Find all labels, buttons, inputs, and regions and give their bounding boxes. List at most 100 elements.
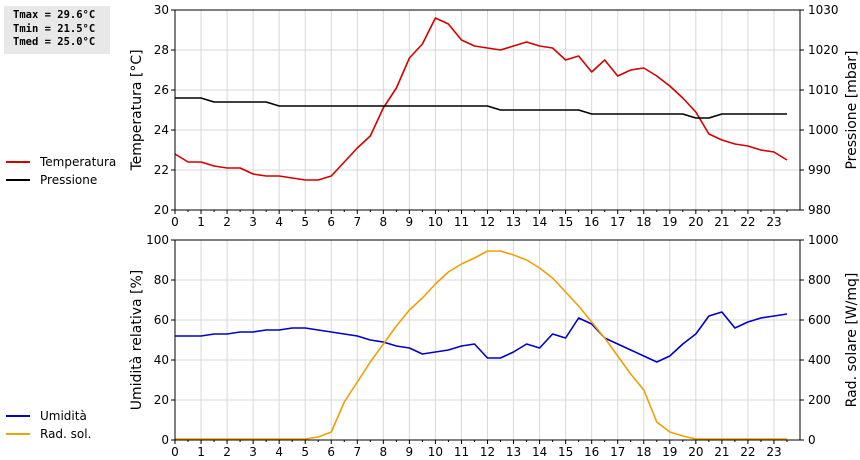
stat-tmax: Tmax = 29.6°C <box>13 9 96 21</box>
y-left-tick-label: 20 <box>154 393 169 407</box>
plot-frame <box>174 9 801 211</box>
y-left-axis-label: Umidità relativa [%] <box>129 270 145 411</box>
x-tick-label: 10 <box>428 215 443 229</box>
legend-label-umidita: Umidità <box>40 409 87 423</box>
x-tick-label: 13 <box>506 445 521 459</box>
legend-swatch-temperatura <box>6 161 30 163</box>
x-tick-label: 7 <box>353 215 361 229</box>
series-line-rad-sol- <box>175 250 787 440</box>
legend-label-temperatura: Temperatura <box>40 155 117 169</box>
y-left-tick-label: 24 <box>154 123 169 137</box>
y-left-tick-label: 0 <box>161 433 169 447</box>
legend-bottom: Umidità Rad. sol. <box>6 407 91 443</box>
legend-item-radsol: Rad. sol. <box>6 425 91 443</box>
x-tick-label: 14 <box>532 445 547 459</box>
x-tick-label: 17 <box>610 445 625 459</box>
x-tick-label: 3 <box>249 445 257 459</box>
x-tick-label: 13 <box>506 215 521 229</box>
x-tick-label: 23 <box>766 215 781 229</box>
y-left-tick-label: 26 <box>154 83 169 97</box>
stat-tmin: Tmin = 21.5°C <box>13 22 96 35</box>
x-tick-label: 9 <box>406 445 414 459</box>
series-line-umidit- <box>175 311 788 363</box>
y-right-axis-label: Pressione [mbar] <box>844 50 860 169</box>
x-tick-label: 18 <box>636 445 651 459</box>
legend-item-temperatura: Temperatura <box>6 153 116 171</box>
x-tick-label: 4 <box>275 215 283 229</box>
x-tick-label: 11 <box>454 445 469 459</box>
x-tick-label: 8 <box>380 445 388 459</box>
x-tick-label: 20 <box>688 215 703 229</box>
y-right-tick-label: 1030 <box>808 3 839 17</box>
series-line-pressione <box>175 97 787 119</box>
y-left-tick-label: 100 <box>146 233 169 247</box>
y-right-tick-label: 400 <box>808 353 831 367</box>
y-left-axis-label: Temperatura [°C] <box>129 49 145 171</box>
chart-panel-0: 0 1 2 3 4 5 6 7 8 9 10 11 12 13 14 15 16 17 18 19 20 21 22 2320… <box>129 3 860 229</box>
x-tick-label: 22 <box>740 215 755 229</box>
legend-item-umidita: Umidità <box>6 407 91 425</box>
legend-swatch-umidita <box>6 415 30 417</box>
x-tick-label: 7 <box>353 445 361 459</box>
x-tick-label: 23 <box>766 445 781 459</box>
y-left-tick-label: 30 <box>154 3 169 17</box>
legend-swatch-radsol <box>6 433 30 435</box>
y-left-tick-label: 28 <box>154 43 169 57</box>
x-tick-label: 10 <box>428 445 443 459</box>
x-tick-label: 15 <box>558 445 573 459</box>
y-right-tick-label: 1000 <box>808 233 839 247</box>
stat-tmed: Tmed = 25.0°C <box>13 36 96 48</box>
x-tick-label: 5 <box>301 445 309 459</box>
legend-swatch-pressione <box>6 179 30 181</box>
x-tick-label: 0 <box>171 445 179 459</box>
legend-top: Temperatura Pressione <box>6 153 116 189</box>
y-right-tick-label: 1000 <box>808 123 839 137</box>
y-right-tick-label: 0 <box>808 433 816 447</box>
x-tick-label: 1 <box>197 215 205 229</box>
x-tick-label: 12 <box>480 445 495 459</box>
plot-frame <box>174 239 801 441</box>
y-left-tick-label: 22 <box>154 163 169 177</box>
chart-panel-1: 0 1 2 3 4 5 6 7 8 9 10 11 12 13 14 15 16 17 18 19 20 21 22 2302… <box>129 233 860 459</box>
x-tick-label: 18 <box>636 215 651 229</box>
y-left-tick-label: 60 <box>154 313 169 327</box>
x-tick-label: 0 <box>171 215 179 229</box>
y-right-tick-label: 200 <box>808 393 831 407</box>
x-tick-label: 12 <box>480 215 495 229</box>
y-right-tick-label: 1010 <box>808 83 839 97</box>
x-tick-label: 22 <box>740 445 755 459</box>
legend-label-radsol: Rad. sol. <box>40 427 92 441</box>
y-left-tick-label: 80 <box>154 273 169 287</box>
x-tick-label: 16 <box>584 215 599 229</box>
x-tick-label: 1 <box>197 445 205 459</box>
x-tick-label: 2 <box>223 445 231 459</box>
x-tick-label: 8 <box>380 215 388 229</box>
y-right-tick-label: 600 <box>808 313 831 327</box>
y-left-tick-label: 20 <box>154 203 169 217</box>
x-tick-label: 6 <box>327 445 335 459</box>
stats-box: Tmax = 29.6°C Tmin = 21.5°C Tmed = 25.0°… <box>4 6 110 54</box>
x-tick-label: 2 <box>223 215 231 229</box>
y-right-tick-label: 800 <box>808 273 831 287</box>
x-tick-label: 17 <box>610 215 625 229</box>
x-tick-label: 21 <box>714 445 729 459</box>
y-right-tick-label: 980 <box>808 203 831 217</box>
series-line-temperatura <box>174 17 788 181</box>
x-tick-label: 5 <box>301 215 309 229</box>
x-tick-label: 15 <box>558 215 573 229</box>
y-right-axis-label: Rad. solare [W/mq] <box>844 273 860 408</box>
x-tick-label: 9 <box>406 215 414 229</box>
y-left-tick-label: 40 <box>154 353 169 367</box>
x-tick-label: 3 <box>249 215 257 229</box>
x-tick-label: 11 <box>454 215 469 229</box>
x-tick-label: 4 <box>275 445 283 459</box>
y-right-tick-label: 1020 <box>808 43 839 57</box>
x-tick-label: 20 <box>688 445 703 459</box>
x-tick-label: 14 <box>532 215 547 229</box>
x-tick-label: 6 <box>327 215 335 229</box>
x-tick-label: 21 <box>714 215 729 229</box>
x-tick-label: 19 <box>662 215 677 229</box>
legend-label-pressione: Pressione <box>40 173 98 187</box>
legend-item-pressione: Pressione <box>6 171 116 189</box>
